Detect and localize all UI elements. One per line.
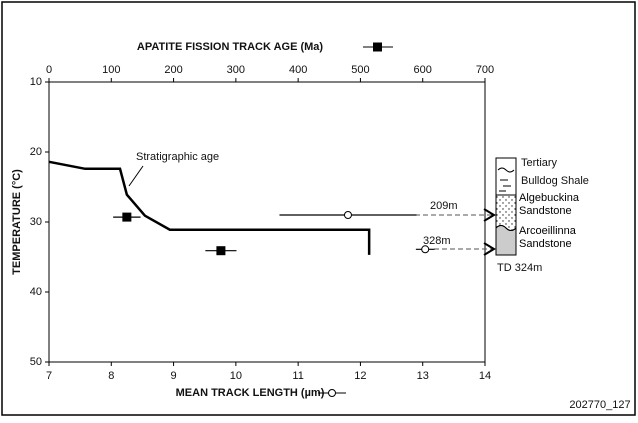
legend-icon [328,389,336,397]
y-tick-label: 30 [30,216,42,228]
plot-frame [48,81,486,363]
annotation: Stratigraphic age [136,151,219,163]
figure-id: 202770_127 [569,399,630,411]
x-tick-label: 13 [417,370,429,382]
x2-tick-label: 0 [46,64,52,76]
x-tick-label: 12 [354,370,366,382]
frame [1,1,636,416]
x2-tick-label: 200 [164,64,182,76]
y-tick-label: 50 [30,356,42,368]
x2-title: APATITE FISSION TRACK AGE (Ma) [137,41,324,53]
x2-tick-label: 300 [227,64,245,76]
unit-label: Tertiary [521,157,558,169]
y-tick-label: 10 [30,76,42,88]
age-point [216,246,226,256]
x-tick-label: 9 [171,370,177,382]
x-tick-label: 7 [46,370,52,382]
pointer [128,165,144,187]
x-tick-label: 14 [479,370,491,382]
strat-column [495,157,517,256]
unit-label-box: Algebuckina Sandstone [519,192,579,217]
x2-tick-label: 500 [351,64,369,76]
annotation: TD 324m [497,262,542,274]
y-tick-label: 20 [30,146,42,158]
x-tick-label: 8 [108,370,114,382]
depth-arrow [415,214,492,250]
x-tick-label: 10 [230,370,242,382]
annotation: 209m [430,200,458,212]
x2-tick-label: 600 [414,64,432,76]
age-point [122,212,132,222]
unit-label: Arcoeillinna Sandstone [519,225,576,250]
unit-label: Algebuckina Sandstone [519,192,579,217]
x2-tick-label: 100 [102,64,120,76]
x-title: MEAN TRACK LENGTH (µm) [176,387,325,399]
length-point [343,211,352,219]
x2-tick-label: 700 [476,64,494,76]
unit-label-box: Arcoeillinna Sandstone [519,225,576,250]
x-tick-label: 11 [292,370,303,382]
y-title: TEMPERATURE (°C) [11,169,23,275]
history-line [48,160,371,255]
unit-label: Bulldog Shale [521,175,589,187]
arrow-head [483,208,496,256]
x2-tick-label: 400 [289,64,307,76]
legend-icon [373,42,382,52]
y-tick-label: 40 [30,286,42,298]
annotation: 328m [423,235,451,247]
length-point [421,245,430,254]
